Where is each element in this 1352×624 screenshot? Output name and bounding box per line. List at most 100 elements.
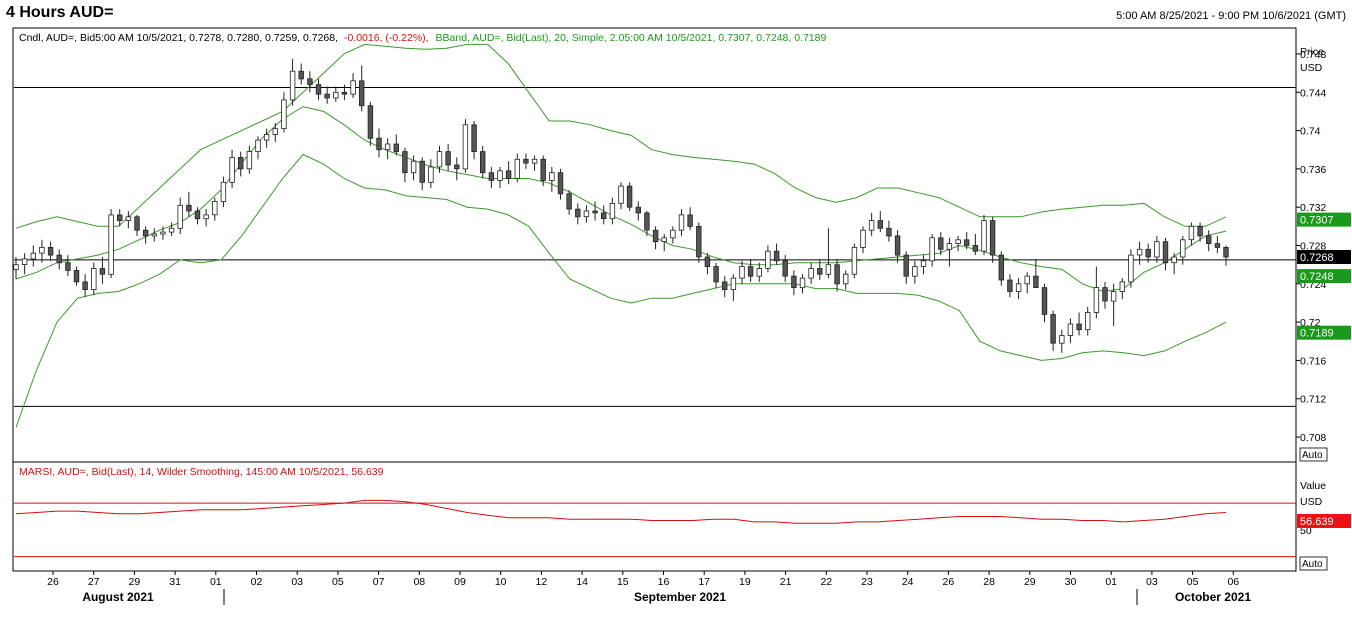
x-tick-label: 10 (495, 576, 507, 588)
candle-body (73, 269, 80, 283)
candle-28 (255, 136, 261, 160)
candle-38 (341, 84, 348, 100)
candle-body (117, 214, 123, 221)
candle-69 (609, 197, 616, 225)
candle-93 (817, 258, 823, 280)
candle-body (843, 273, 849, 285)
price-auto-label: Auto (1302, 450, 1323, 461)
candle-body (419, 160, 425, 183)
bollinger-bands (15, 43, 1227, 428)
candle-13 (125, 211, 132, 229)
candle-2 (30, 245, 36, 267)
candle-body (428, 166, 434, 183)
candle-129 (1128, 249, 1134, 288)
candle-126 (1102, 281, 1108, 309)
candle-body (358, 80, 365, 107)
candle-114 (998, 251, 1004, 286)
candle-59 (523, 153, 529, 169)
candle-18 (168, 222, 175, 236)
price-tick-label: 0.712 (1300, 394, 1326, 406)
candle-41 (367, 101, 374, 146)
price-tick-label: 0.748 (1300, 49, 1326, 61)
candle-14 (134, 214, 140, 236)
candle-17 (160, 226, 166, 240)
x-tick-label: 09 (454, 576, 466, 588)
rsi-axis-unit: USD (1300, 496, 1323, 508)
candle-112 (981, 214, 987, 256)
candle-body (592, 210, 598, 214)
price-pane[interactable] (12, 27, 1297, 463)
candle-body (402, 151, 408, 174)
candle-0 (13, 256, 19, 280)
candle-body (1128, 254, 1134, 283)
candle-body (30, 252, 36, 260)
candle-body (1188, 225, 1195, 241)
candle-body (825, 264, 832, 275)
candle-99 (868, 212, 875, 236)
x-tick-label: 14 (576, 576, 588, 588)
x-tick-label: 17 (698, 576, 710, 588)
candle-115 (1007, 274, 1013, 298)
candle-body (1145, 248, 1151, 258)
candle-body (946, 243, 953, 250)
candle-body (626, 185, 633, 208)
candle-119 (1041, 283, 1048, 323)
candle-body (704, 256, 711, 268)
candle-66 (583, 205, 590, 223)
candle-body (886, 227, 892, 237)
price-tick-label: 0.744 (1300, 87, 1326, 99)
candle-body (255, 139, 261, 153)
candle-96 (843, 270, 849, 290)
month-label-2: October 2021 (1175, 590, 1251, 604)
candle-body (436, 151, 443, 168)
candle-body (1223, 246, 1229, 258)
candle-77 (678, 209, 685, 236)
candle-body (497, 170, 503, 181)
candle-body (791, 275, 797, 289)
candle-63 (557, 168, 564, 200)
month-label-1: September 2021 (634, 590, 726, 604)
candle-body (989, 220, 996, 256)
x-tick-label: 05 (1187, 576, 1199, 588)
candle-84 (739, 260, 745, 284)
x-tick-label: 16 (658, 576, 670, 588)
candle-body (177, 204, 183, 229)
price-tick-label: 0.728 (1300, 241, 1326, 253)
candle-body (445, 151, 451, 166)
price-label-text-1: 0.7268 (1300, 252, 1334, 264)
candle-21 (194, 207, 201, 225)
candle-20 (186, 191, 192, 217)
rsi-auto-button[interactable]: Auto (1299, 556, 1328, 571)
candle-body (462, 124, 469, 170)
candle-body (56, 254, 62, 264)
candle-26 (237, 151, 244, 177)
price-auto-button[interactable]: Auto (1299, 447, 1328, 462)
candle-body (1119, 281, 1125, 292)
candle-49 (436, 145, 443, 173)
candle-body (384, 143, 391, 151)
candle-body (1007, 279, 1013, 292)
candle-125 (1093, 266, 1100, 319)
price-label-text-0: 0.7307 (1300, 215, 1334, 227)
candle-58 (514, 153, 520, 183)
candle-121 (1059, 329, 1065, 353)
candle-47 (419, 157, 425, 190)
candle-body (1214, 243, 1221, 248)
x-tick-label: 02 (251, 576, 263, 588)
candle-body (618, 185, 624, 204)
candle-legend-change: -0.0016, (-0.22%), (344, 32, 429, 44)
candle-body (220, 181, 227, 202)
price-axis-title: Price (1300, 46, 1324, 58)
candle-body (376, 137, 382, 151)
x-tick-label: 31 (169, 576, 181, 588)
candle-body (505, 170, 512, 179)
candle-22 (203, 209, 209, 227)
candle-3 (39, 239, 45, 263)
candle-122 (1067, 318, 1074, 344)
candle-44 (393, 134, 399, 156)
candle-37 (333, 86, 339, 102)
candle-16 (151, 228, 157, 242)
candle-body (1102, 287, 1108, 302)
rsi-pane[interactable] (12, 461, 1297, 572)
